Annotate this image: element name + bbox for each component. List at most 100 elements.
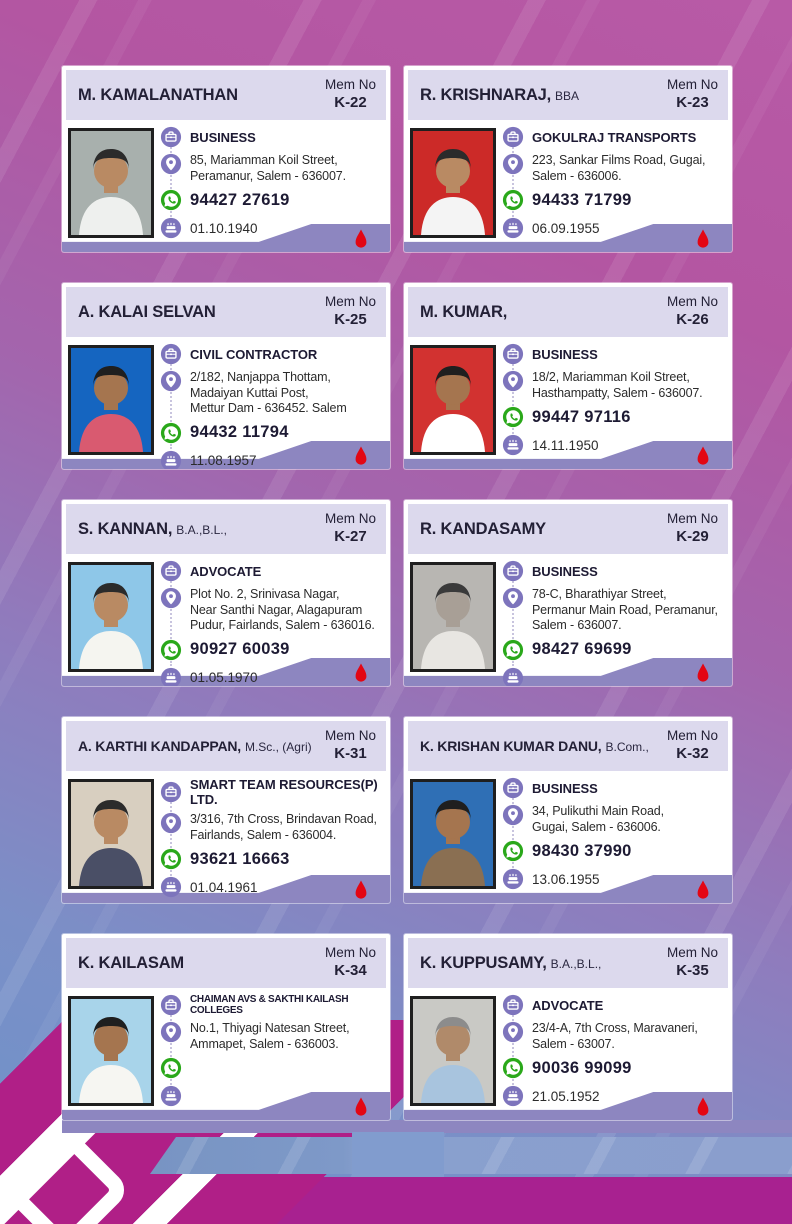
mem-no-label: Mem No (324, 945, 376, 961)
member-qualification: B.A.,B.L., (176, 522, 227, 537)
occupation-text: BUSINESS (532, 563, 598, 579)
member-name: M. KUMAR, (420, 302, 508, 321)
membership-number-block: Mem No K-25 (325, 294, 378, 330)
whatsapp-icon (160, 848, 182, 870)
person-portrait-placeholder (71, 348, 151, 452)
mem-no-value: K-22 (334, 94, 367, 112)
mem-no-value: K-31 (334, 745, 367, 763)
member-info: CHAIMAN AVS & SAKTHI KAILASH COLLEGES No… (156, 990, 386, 1110)
card-header: M. KAMALANATHAN Mem No K-22 (66, 70, 386, 120)
card-header: K. KRISHAN KUMAR DANU, B.Com., Mem No K-… (408, 721, 728, 771)
card-body: ADVOCATE 23/4-A, 7th Cross, Maravaneri, S… (404, 988, 732, 1120)
occupation-text: ADVOCATE (190, 563, 262, 579)
blood-group-badge (344, 445, 378, 469)
phone-row: 94433 71799 (498, 188, 728, 212)
member-qualification: BBA (555, 88, 580, 103)
steel-blue-band-decoration (150, 1137, 792, 1174)
phone-row: 93621 16663 (156, 847, 386, 871)
card-body: ADVOCATE Plot No. 2, Srinivasa Nagar, Nea… (62, 554, 390, 686)
member-card: K. KRISHAN KUMAR DANU, B.Com., Mem No K-… (404, 717, 732, 903)
member-card: R. KANDASAMY Mem No K-29 (404, 500, 732, 686)
member-name: R. KANDASAMY (420, 519, 546, 538)
phone-row (156, 1056, 386, 1080)
member-photo (410, 779, 496, 889)
member-qualification: B.A.,B.L., (550, 956, 602, 971)
membership-number-block: Mem No K-22 (325, 77, 378, 113)
icon-connector-line (170, 570, 172, 666)
address-text: 23/4-A, 7th Cross, Maravaneri, Salem - 63… (532, 1021, 698, 1051)
member-name: K. KRISHAN KUMAR DANU, (420, 738, 602, 754)
card-header: R. KRISHNARAJ, BBA Mem No K-23 (408, 70, 728, 120)
dob-row: 11.08.1957 (156, 450, 386, 469)
birthday-cake-icon (502, 1085, 524, 1107)
mem-no-label: Mem No (666, 945, 718, 961)
birthday-cake-icon (160, 450, 182, 469)
icon-connector-line (170, 353, 172, 449)
membership-number-block: Mem No K-29 (667, 511, 720, 547)
address-row: 3/316, 7th Cross, Brindavan Road, Fairlan… (156, 812, 386, 843)
location-pin-icon (160, 153, 182, 175)
date-of-birth: 01.10.1940 (190, 220, 258, 236)
briefcase-icon (502, 126, 524, 148)
card-header: S. KANNAN, B.A.,B.L., Mem No K-27 (66, 504, 386, 554)
card-header: K. KAILASAM Mem No K-34 (66, 938, 386, 988)
member-name-line: K. KUPPUSAMY, B.A.,B.L., (420, 954, 601, 973)
occupation-row: BUSINESS (498, 343, 728, 365)
mem-no-value: K-25 (334, 311, 367, 329)
member-photo (410, 128, 496, 238)
whatsapp-icon (160, 189, 182, 211)
address-text: 2/182, Nanjappa Thottam, Madaiyan Kuttai … (190, 370, 347, 415)
address-row: No.1, Thiyagi Natesan Street, Ammapet, Sa… (156, 1021, 386, 1052)
member-name-line: R. KRISHNARAJ, BBA (420, 86, 579, 105)
blood-group-badge: B+ (686, 1096, 720, 1120)
occupation-row: BUSINESS (156, 126, 386, 148)
dob-row: 01.04.1961 (156, 876, 386, 898)
mem-no-label: Mem No (324, 511, 376, 527)
blood-drop-icon (697, 663, 709, 682)
card-body: BUSINESS 34, Pulikuthi Main Road, Gugai, … (404, 771, 732, 903)
card-body: CIVIL CONTRACTOR 2/182, Nanjappa Thottam… (62, 337, 390, 469)
birthday-cake-icon (502, 434, 524, 456)
member-photo (410, 996, 496, 1106)
card-header: K. KUPPUSAMY, B.A.,B.L., Mem No K-35 (408, 938, 728, 988)
icon-connector-line (170, 1004, 172, 1100)
dob-row: 06.09.1955 (498, 217, 728, 239)
briefcase-icon (160, 126, 182, 148)
location-pin-icon (502, 370, 524, 392)
blood-group-badge: B+ (344, 228, 378, 252)
card-header: A. KALAI SELVAN Mem No K-25 (66, 287, 386, 337)
whatsapp-icon (502, 840, 524, 862)
birthday-cake-icon (160, 667, 182, 686)
occupation-text: BUSINESS (532, 780, 598, 796)
briefcase-icon (160, 994, 182, 1016)
member-photo (68, 345, 154, 455)
blood-group-badge (686, 879, 720, 903)
member-name: K. KUPPUSAMY, (420, 953, 547, 972)
address-text: 223, Sankar Films Road, Gugai, Salem - 63… (532, 153, 706, 183)
blood-drop-icon (697, 880, 709, 899)
location-pin-icon (502, 587, 524, 609)
blood-drop-icon (697, 446, 709, 465)
occupation-row: CIVIL CONTRACTOR (156, 343, 386, 365)
phone-row: 90036 99099 (498, 1056, 728, 1080)
phone-row: 98430 37990 (498, 839, 728, 863)
occupation-text: CIVIL CONTRACTOR (190, 346, 318, 362)
member-name-line: M. KUMAR, (420, 303, 511, 322)
card-body: BUSINESS 78-C, Bharathiyar Street, Perman… (404, 554, 732, 686)
birthday-cake-icon (502, 667, 524, 686)
person-portrait-placeholder (413, 782, 493, 886)
blood-group-badge: A+ (686, 228, 720, 252)
birthday-cake-icon (160, 217, 182, 239)
member-name-line: K. KAILASAM (78, 954, 188, 973)
member-info: BUSINESS 18/2, Mariamman Koil Street, Has… (498, 339, 728, 459)
blood-group-badge (344, 1096, 378, 1120)
mem-no-value: K-23 (676, 94, 709, 112)
whatsapp-icon (502, 1057, 524, 1079)
phone-row: 94432 11794 (156, 421, 386, 445)
blue-rect-decoration (352, 1132, 444, 1177)
icon-connector-line (512, 136, 514, 232)
date-of-birth: 06.09.1955 (532, 220, 600, 236)
member-name-line: A. KALAI SELVAN (78, 303, 220, 322)
icon-connector-line (512, 570, 514, 666)
mem-no-value: K-26 (676, 311, 709, 329)
